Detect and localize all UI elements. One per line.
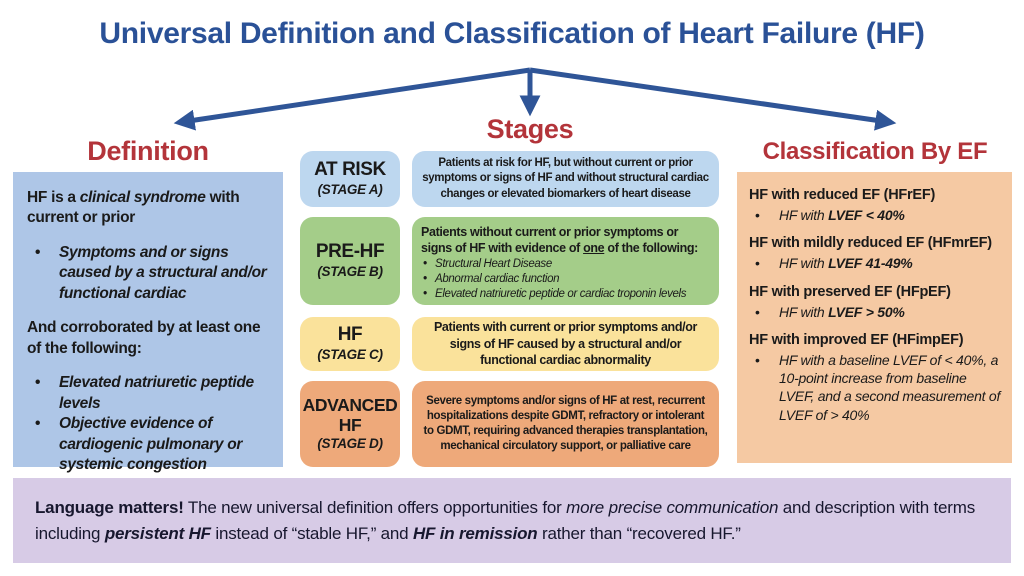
stage-b-bullet: Elevated natriuretic peptide or cardiac … (421, 287, 710, 302)
definition-panel: HF is a clinical syndrome with current o… (13, 172, 283, 473)
classification-header: Classification By EF (762, 138, 988, 165)
ef-heading: HF with improved EF (HFimpEF) (749, 331, 964, 348)
stage-d-letter: (STAGE D) (317, 435, 383, 451)
stage-d-label-box: ADVANCED HF (STAGE D) (300, 381, 400, 467)
arrow-to-definition (173, 67, 531, 131)
classification-panel: HF with reduced EF (HFrEF) HF with LVEF … (737, 172, 1012, 463)
ef-group-hfimpef: HF with improved EF (HFimpEF) HF with a … (749, 331, 1002, 424)
stage-d-description: Severe symptoms and/or signs of HF at re… (412, 381, 719, 467)
ef-heading: HF with reduced EF (HFrEF) (749, 187, 936, 203)
ef-heading: HF with mildly reduced EF (HFmrEF) (749, 235, 992, 252)
stage-b-description: Patients without current or prior sympto… (412, 217, 719, 305)
stage-b-letter: (STAGE B) (317, 264, 383, 280)
stage-c-description: Patients with current or prior symptoms … (412, 317, 719, 371)
stage-b-label-box: PRE-HF (STAGE B) (300, 217, 400, 305)
ef-bullet: HF with LVEF 41-49% (749, 254, 1002, 272)
ef-heading: HF with preserved EF (HFpEF) (749, 283, 951, 300)
stage-c-letter: (STAGE C) (317, 347, 383, 363)
definition-lead: HF is a clinical syndrome with current o… (27, 189, 240, 227)
stage-a-name: AT RISK (314, 159, 386, 181)
stage-a-description: Patients at risk for HF, but without cur… (412, 151, 719, 207)
language-matters-note: Language matters! The new universal defi… (13, 478, 1011, 563)
arrow-to-classification (529, 67, 897, 131)
stage-a-letter: (STAGE A) (317, 182, 383, 198)
stage-c-label-box: HF (STAGE C) (300, 317, 400, 371)
stage-b-name: PRE-HF (315, 241, 385, 263)
definition-bullet: Elevated natriuretic peptide levels (27, 373, 269, 414)
definition-mid: And corroborated by at least one of the … (27, 319, 261, 357)
stage-c-name: HF (337, 324, 363, 346)
definition-bullet-list-1: Symptoms and or signs caused by a struct… (27, 243, 269, 304)
definition-bullet: Symptoms and or signs caused by a struct… (27, 243, 269, 304)
ef-group-hfmref: HF with mildly reduced EF (HFmrEF) HF wi… (749, 234, 1002, 273)
stage-b-bullet-list: Structural Heart Disease Abnormal cardia… (421, 257, 710, 302)
stage-b-desc-heading: Patients without current or prior sympto… (421, 225, 698, 255)
definition-bullet: Objective evidence of cardiogenic pulmon… (27, 414, 269, 475)
stage-b-bullet: Abnormal cardiac function (421, 272, 710, 287)
footer-lead: Language matters! (35, 498, 184, 517)
ef-bullet: HF with LVEF > 50% (749, 303, 1002, 321)
stages-header: Stages (486, 114, 574, 144)
stage-b-bullet: Structural Heart Disease (421, 257, 710, 272)
stage-a-label-box: AT RISK (STAGE A) (300, 151, 400, 207)
ef-bullet: HF with LVEF < 40% (749, 206, 1002, 224)
branch-arrows (173, 67, 897, 131)
page-title: Universal Definition and Classification … (99, 17, 925, 50)
ef-bullet: HF with a baseline LVEF of < 40%, a 10-p… (749, 351, 1002, 424)
stage-d-name: ADVANCED HF (302, 395, 398, 435)
ef-group-hfref: HF with reduced EF (HFrEF) HF with LVEF … (749, 186, 1002, 225)
ef-group-hfpef: HF with preserved EF (HFpEF) HF with LVE… (749, 283, 1002, 322)
definition-header: Definition (87, 136, 209, 166)
definition-bullet-list-2: Elevated natriuretic peptide levels Obje… (27, 373, 269, 475)
